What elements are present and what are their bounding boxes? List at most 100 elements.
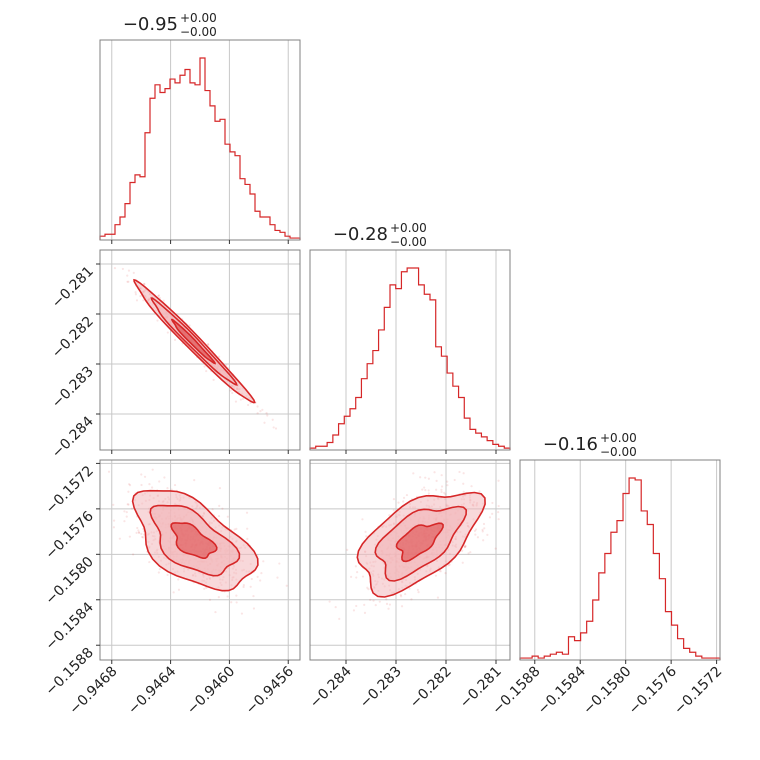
sample-point — [137, 529, 140, 532]
sample-point — [123, 520, 126, 523]
sample-point — [107, 470, 111, 473]
sample-point — [151, 468, 154, 471]
sample-point — [125, 511, 128, 514]
sample-point — [482, 522, 486, 526]
sample-point — [404, 592, 407, 596]
sample-point — [205, 586, 208, 589]
sample-point — [127, 280, 130, 283]
y-tick-label: −0.281 — [49, 264, 97, 312]
sample-point — [467, 552, 470, 555]
sample-point — [142, 282, 146, 286]
sample-point — [408, 587, 411, 590]
sample-point — [285, 584, 288, 587]
sample-point — [388, 603, 392, 606]
sample-point — [235, 527, 238, 530]
sample-point — [259, 579, 262, 582]
sample-point — [205, 369, 208, 373]
sample-point — [126, 503, 129, 506]
sample-point — [127, 503, 130, 506]
sample-point — [481, 530, 484, 533]
sample-point — [217, 596, 220, 599]
sample-point — [256, 575, 259, 578]
sample-point — [462, 490, 465, 493]
histogram-step-line — [519, 477, 721, 660]
param-title-plus: +0.00 — [390, 221, 427, 235]
sample-point — [474, 528, 478, 531]
sample-point — [233, 528, 236, 531]
sample-point — [462, 482, 465, 485]
sample-point — [463, 544, 466, 547]
sample-point — [126, 274, 129, 277]
sample-point — [446, 484, 449, 487]
sample-point — [218, 504, 221, 508]
sample-point — [143, 475, 147, 478]
panel-frame — [99, 459, 301, 661]
sample-point — [338, 617, 341, 621]
sample-point — [461, 549, 464, 552]
sample-point — [416, 588, 419, 592]
sample-point — [367, 588, 370, 591]
x-tick-label: −0.9456 — [243, 663, 297, 717]
sample-point — [211, 508, 214, 511]
sample-point — [274, 427, 278, 430]
sample-point — [157, 294, 160, 297]
sample-point — [239, 398, 242, 401]
sample-point — [427, 489, 430, 492]
grid-lines — [100, 250, 300, 450]
sample-point — [372, 599, 375, 602]
histogram-panel-3: −0.16 +0.00−0.00 — [519, 431, 721, 664]
sample-point — [250, 577, 253, 581]
sample-point — [439, 570, 442, 573]
sample-point — [148, 483, 151, 486]
sample-point — [262, 560, 265, 563]
sample-point — [349, 575, 353, 578]
param-title-plus: +0.00 — [600, 431, 637, 445]
y-tick-label: −0.1584 — [43, 599, 97, 653]
sample-point — [405, 493, 409, 497]
sample-point — [361, 575, 365, 578]
scatter-panel-2-0 — [96, 459, 301, 664]
sample-point — [89, 234, 91, 236]
scatter-panel-1-0 — [89, 234, 301, 454]
panel-frame — [519, 459, 721, 661]
sample-point — [208, 598, 212, 601]
sample-point — [356, 571, 359, 574]
sample-point — [334, 606, 337, 609]
sample-point — [206, 342, 210, 346]
sample-point — [481, 528, 484, 531]
sample-point — [400, 595, 403, 598]
sample-point — [142, 299, 145, 302]
sample-point — [134, 293, 137, 296]
sample-point — [252, 607, 256, 610]
sample-point — [446, 480, 449, 483]
sample-point — [259, 410, 262, 413]
grid-lines — [111, 40, 289, 240]
x-tick-label: −0.282 — [407, 664, 455, 712]
sample-point — [440, 490, 443, 494]
sample-point — [246, 527, 249, 530]
sample-point — [229, 389, 232, 392]
y-tick-label: −0.282 — [49, 314, 97, 362]
sample-point — [392, 509, 395, 512]
sample-point — [121, 267, 124, 271]
sample-point — [397, 501, 400, 504]
sample-point — [118, 537, 121, 540]
grid-lines — [534, 460, 718, 660]
sample-point — [137, 531, 141, 534]
sample-point — [112, 503, 115, 506]
sample-point — [166, 573, 169, 577]
sample-point — [271, 418, 274, 421]
sample-point — [166, 331, 169, 334]
sample-point — [126, 280, 129, 283]
sample-point — [226, 595, 229, 598]
sample-point — [113, 519, 116, 522]
panel-frame — [99, 39, 301, 241]
sample-point — [488, 516, 492, 519]
sample-point — [112, 526, 116, 529]
sample-point — [463, 545, 467, 549]
sample-point — [132, 553, 135, 556]
sample-point — [363, 603, 366, 606]
y-tick-label: −0.284 — [49, 413, 97, 461]
sample-point — [170, 488, 173, 491]
sample-point — [230, 601, 233, 604]
